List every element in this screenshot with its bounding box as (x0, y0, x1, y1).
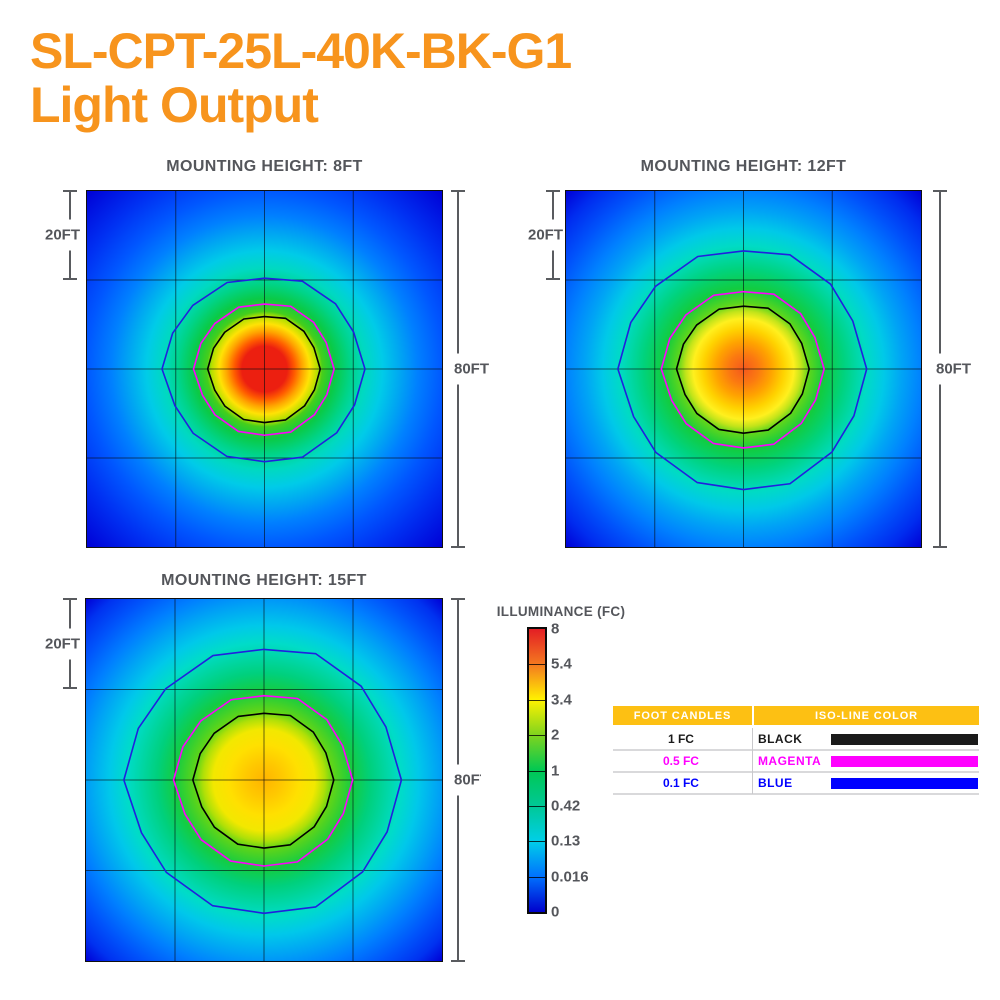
legend-color-swatch (831, 755, 978, 767)
page-title-line2: Light Output (30, 77, 319, 133)
iso-line-0-1-fc (618, 251, 867, 490)
ruler-80ft-12ft: 80FT (933, 190, 982, 548)
colorbar-tick-label: 0.016 (551, 868, 589, 886)
ruler-80ft-8ft: 80FT (451, 190, 500, 548)
legend-row: 0.5 FC MAGENTA (613, 751, 979, 773)
colorbar-title: ILLUMINANCE (FC) (496, 604, 626, 619)
ruler-cap (63, 278, 77, 280)
ruler-label-20ft: 20FT (515, 219, 563, 251)
heatmap-8ft (86, 190, 443, 548)
colorbar-tick-label: 2 (551, 726, 560, 744)
ruler-label-20ft: 20FT (32, 628, 80, 659)
legend-color-name: MAGENTA (757, 754, 822, 768)
colorbar-tick-label: 0.42 (551, 797, 581, 815)
ruler-label-80ft: 80FT (454, 353, 500, 385)
ruler-label-20ft: 20FT (32, 219, 80, 251)
legend-color-swatch (831, 733, 978, 745)
iso-line-0-1-fc (162, 278, 365, 462)
colorbar-tick-label: 0.13 (551, 832, 581, 850)
colorbar-tick-label: 1 (551, 762, 560, 779)
legend-row: 0.1 FC BLUE (613, 773, 979, 795)
colorbar (527, 627, 547, 914)
iso-line-1-fc (677, 306, 810, 433)
colorbar-labels: 8 5.4 3.4 2 1 0.42 0.13 0.016 0 (551, 621, 615, 921)
colorbar-tick (529, 664, 545, 666)
ruler-cap (451, 960, 465, 962)
colorbar-tick (529, 770, 545, 772)
colorbar-tick (529, 735, 545, 737)
legend-header-row: FOOT CANDLES ISO-LINE COLOR (613, 706, 979, 725)
heatmap-overlay (566, 191, 921, 547)
colorbar-tick (529, 876, 545, 878)
iso-line-1-fc (208, 317, 321, 423)
iso-line-0-1-fc (124, 649, 402, 913)
heatmap-overlay (86, 599, 442, 961)
iso-line-0-5-fc (661, 292, 824, 448)
ruler-20ft-12ft: 20FT (515, 190, 563, 280)
colorbar-tick-label: 0 (551, 903, 560, 921)
colorbar-tick-label: 3.4 (551, 691, 572, 709)
ruler-label-80ft-clipped: 80FT (454, 764, 481, 796)
plot-title-12ft: MOUNTING HEIGHT: 12FT (640, 158, 847, 175)
colorbar-tick (529, 699, 545, 701)
ruler-cap (546, 278, 560, 280)
legend-color-name: BLACK (757, 732, 803, 746)
ruler-20ft-15ft: 20FT (32, 598, 80, 689)
heatmap-15ft (85, 598, 443, 962)
plot-title-15ft: MOUNTING HEIGHT: 15FT (161, 572, 367, 589)
legend-body: 1 FC BLACK 0.5 FC MAGENTA 0.1 FC BLUE (613, 728, 979, 795)
legend-row: 1 FC BLACK (613, 729, 979, 751)
ruler-80ft-15ft: 80FT (451, 598, 481, 962)
iso-line-1-fc (193, 713, 334, 848)
legend-header-foot-candles: FOOT CANDLES (613, 706, 752, 725)
legend-column-divider (752, 728, 753, 794)
legend-color-swatch (831, 777, 978, 789)
ruler-cap (451, 546, 465, 548)
legend-header-iso-line-color: ISO-LINE COLOR (754, 706, 979, 725)
ruler-20ft-8ft: 20FT (32, 190, 80, 280)
ruler-label-80ft: 80FT (936, 353, 982, 385)
colorbar-tick-label: 5.4 (551, 655, 572, 673)
iso-line-legend-table: FOOT CANDLES ISO-LINE COLOR 1 FC BLACK 0.5… (613, 706, 979, 795)
heatmap-12ft (565, 190, 922, 548)
page-title: SL-CPT-25L-40K-BK-G1 Light Output (30, 23, 572, 133)
heatmap-overlay (87, 191, 442, 547)
legend-fc-value: 1 FC (667, 732, 694, 746)
colorbar-tick (529, 841, 545, 843)
legend-fc-value: 0.1 FC (662, 776, 699, 790)
colorbar-tick-label: 8 (551, 620, 560, 638)
page-title-line1: SL-CPT-25L-40K-BK-G1 (30, 23, 572, 79)
ruler-cap (933, 546, 947, 548)
plot-title-8ft: MOUNTING HEIGHT: 8FT (166, 158, 363, 175)
iso-line-0-5-fc (194, 304, 335, 435)
colorbar-tick (529, 805, 545, 807)
iso-line-0-5-fc (174, 696, 353, 866)
legend-fc-value: 0.5 FC (662, 754, 699, 768)
ruler-cap (63, 687, 77, 689)
legend-color-name: BLUE (757, 776, 793, 790)
